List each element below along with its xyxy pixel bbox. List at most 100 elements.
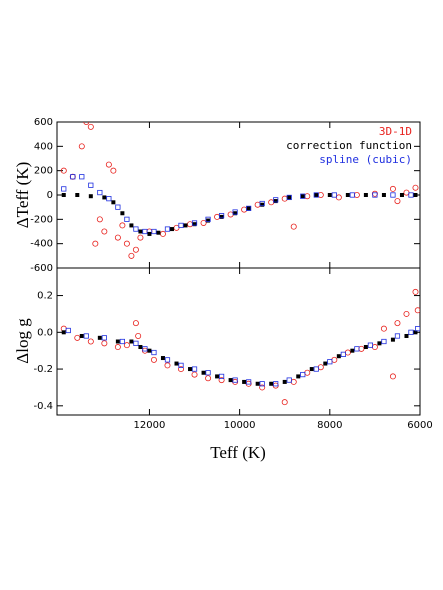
y-tick-label: -600 [30, 263, 53, 274]
point [114, 234, 121, 241]
point [287, 195, 292, 200]
point [83, 122, 90, 125]
point [215, 374, 220, 379]
point [350, 348, 355, 353]
point [399, 193, 404, 197]
point [371, 344, 378, 351]
point [232, 209, 238, 215]
point [390, 337, 395, 342]
point [363, 345, 368, 350]
point [147, 348, 152, 353]
point [259, 200, 265, 207]
point [65, 327, 71, 334]
point [336, 354, 341, 359]
point [304, 369, 311, 376]
point [358, 345, 365, 352]
point [101, 335, 107, 341]
point [164, 357, 171, 363]
point [255, 381, 260, 386]
point [403, 310, 410, 317]
point [313, 366, 319, 372]
point [232, 377, 238, 383]
point [242, 379, 247, 384]
point [273, 197, 279, 203]
point [363, 193, 368, 197]
point [377, 341, 382, 346]
point [269, 381, 274, 386]
point [151, 349, 157, 356]
point [394, 333, 401, 339]
point [331, 356, 338, 363]
point [192, 222, 197, 227]
plot-area [60, 122, 419, 259]
point [300, 194, 305, 199]
point [61, 330, 66, 335]
point [88, 194, 93, 199]
point [96, 216, 103, 223]
point [150, 356, 157, 363]
point [124, 216, 130, 222]
point [394, 320, 401, 327]
point [331, 192, 337, 198]
point [389, 373, 396, 380]
point [105, 161, 112, 168]
point [75, 193, 80, 197]
point [119, 338, 125, 345]
point [106, 196, 112, 202]
point [169, 227, 174, 232]
point [132, 246, 139, 253]
point [119, 222, 126, 229]
point [381, 193, 386, 197]
point [390, 192, 396, 198]
point [344, 349, 351, 356]
point [300, 193, 306, 199]
point [227, 211, 234, 218]
point [304, 193, 311, 200]
point [79, 174, 85, 180]
point [138, 345, 143, 350]
point [273, 381, 279, 387]
point [174, 361, 179, 366]
point [102, 195, 107, 200]
point [345, 193, 350, 197]
point [380, 325, 387, 332]
point [188, 367, 193, 372]
point [205, 370, 211, 376]
point [233, 211, 238, 216]
point [372, 192, 378, 198]
point [367, 342, 373, 348]
point [135, 332, 142, 339]
point [60, 167, 67, 174]
point [415, 326, 420, 332]
x-tick-label: 12000 [134, 420, 166, 431]
y-axis-label: Δlog g [13, 318, 32, 364]
point [260, 202, 265, 207]
point [88, 182, 94, 188]
point [61, 186, 67, 192]
point [178, 362, 184, 368]
point [101, 340, 108, 347]
point [115, 204, 121, 210]
point [97, 189, 103, 196]
point [323, 361, 328, 366]
point [340, 351, 346, 357]
point [214, 213, 221, 220]
point [286, 377, 292, 383]
y-tick-label: 0 [47, 190, 53, 201]
point [313, 192, 319, 198]
legend-entry: 3D-1D [379, 125, 412, 138]
point [142, 346, 148, 352]
point [228, 378, 233, 383]
point [133, 226, 139, 232]
point [281, 399, 288, 406]
point [286, 194, 292, 201]
y-tick-label: 200 [34, 166, 53, 177]
x-tick-label: 10000 [224, 420, 256, 431]
point [129, 339, 134, 344]
point [70, 174, 76, 180]
y-tick-label: -200 [30, 214, 53, 225]
point [403, 189, 410, 196]
point [205, 375, 212, 382]
point [296, 374, 301, 379]
point [173, 224, 180, 231]
